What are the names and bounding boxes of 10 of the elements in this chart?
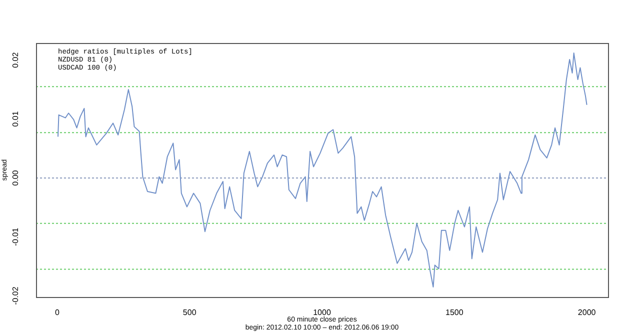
x-tick-label: 1500 [446, 308, 464, 318]
x-tick-label: 500 [182, 308, 197, 318]
y-tick-label: -0.01 [11, 227, 20, 246]
y-tick-label: 0.00 [11, 170, 20, 186]
x-tick-label: 1000 [313, 308, 332, 318]
y-tick-label: 0.01 [11, 110, 20, 127]
y-tick-label: 0.02 [11, 52, 20, 68]
y-tick-label: -0.02 [11, 286, 20, 305]
x-tick-label: 0 [54, 308, 60, 318]
x-tick-label: 2000 [578, 308, 596, 318]
